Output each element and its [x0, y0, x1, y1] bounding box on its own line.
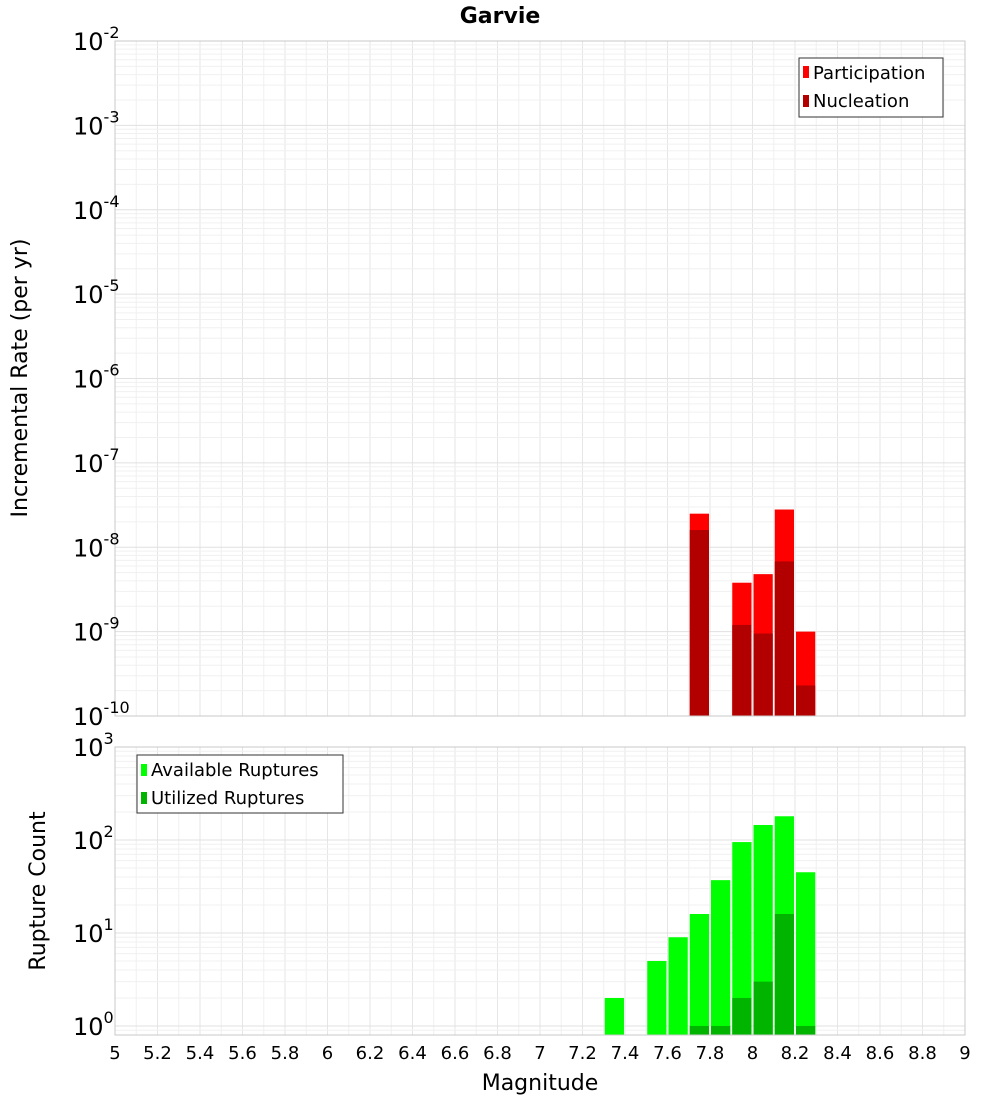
x-tick-label-6-4: 6.4 — [398, 1043, 427, 1064]
x-tick-label-7-6: 7.6 — [653, 1043, 682, 1064]
x-tick-label-8-8: 8.8 — [908, 1043, 937, 1064]
bottom-panel-count: 103 102 101 100 Rupture Count Available Rup… — [26, 729, 971, 1096]
y-tick-label-rate-2: 10-2 — [73, 23, 120, 56]
bar-utilized-ruptures-8-25 — [796, 1025, 816, 1035]
x-tick-label-7: 7 — [534, 1043, 545, 1064]
bar-nucleation-7-95 — [732, 624, 752, 716]
y-tick-label-rate-6: 10-6 — [73, 361, 120, 394]
x-tick-label-8-4: 8.4 — [823, 1043, 852, 1064]
x-tick-label-7-8: 7.8 — [696, 1043, 725, 1064]
y-tick-label-count-1: 101 — [73, 915, 114, 948]
bar-nucleation-8-05 — [753, 633, 773, 716]
x-tick-label-6-8: 6.8 — [483, 1043, 512, 1064]
x-tick-label-5-2: 5.2 — [143, 1043, 172, 1064]
y-tick-label-rate-5: 10-5 — [73, 276, 120, 309]
bottom-legend: Available Ruptures Utilized Ruptures — [136, 754, 344, 814]
bar-available-ruptures-7-65 — [668, 937, 688, 1035]
y-tick-label-count-2: 102 — [73, 822, 114, 855]
legend-swatch-available — [141, 764, 147, 776]
y-tick-label-rate-3: 10-3 — [73, 107, 120, 140]
bar-available-ruptures-7-35 — [604, 997, 624, 1035]
top-y-axis-label: Incremental Rate (per yr) — [8, 239, 33, 518]
x-tick-label-5: 5 — [109, 1043, 120, 1064]
y-tick-label-rate-7: 10-7 — [73, 445, 120, 478]
bar-utilized-ruptures-8-15 — [774, 914, 794, 1035]
bar-utilized-ruptures-7-75 — [689, 1025, 709, 1035]
bottom-legend-box — [136, 754, 344, 814]
chart-title: Garvie — [460, 4, 541, 29]
bar-nucleation-7-75 — [689, 530, 709, 716]
x-tick-label-8-2: 8.2 — [781, 1043, 810, 1064]
y-tick-label-count-3: 103 — [73, 729, 114, 762]
legend-swatch-participation — [803, 66, 809, 78]
bottom-plot-frame — [114, 746, 966, 1036]
x-tick-labels: 5 5.2 5.4 5.6 5.8 6 6.2 6.4 6.6 6.8 7 7.2 7.4 7.6 7.8 8… — [109, 1043, 970, 1064]
bar-available-ruptures-8-25 — [796, 872, 816, 1035]
bottom-y-tick-labels: 103 102 101 100 — [73, 729, 114, 1041]
top-bars — [689, 509, 816, 716]
x-tick-label-6: 6 — [322, 1043, 333, 1064]
x-tick-label-8: 8 — [747, 1043, 758, 1064]
top-plot-frame — [114, 40, 966, 717]
x-tick-label-9: 9 — [959, 1043, 970, 1064]
bar-utilized-ruptures-7-85 — [711, 1025, 731, 1035]
bar-available-ruptures-7-75 — [689, 914, 709, 1035]
bar-available-ruptures-7-95 — [732, 842, 752, 1035]
x-axis-label: Magnitude — [482, 1071, 599, 1096]
y-tick-label-rate-8: 10-8 — [73, 529, 120, 562]
y-tick-label-rate-10: 10-10 — [73, 698, 130, 731]
x-tick-label-5-6: 5.6 — [228, 1043, 257, 1064]
y-tick-label-rate-4: 10-4 — [73, 192, 120, 225]
bottom-y-axis-label: Rupture Count — [26, 811, 51, 971]
bar-nucleation-8-15 — [774, 561, 794, 716]
top-y-tick-labels: 10-2 10-3 10-4 10-5 10-6 10-7 10-8 10-9 10-10 — [73, 23, 130, 731]
bar-available-ruptures-7-85 — [711, 880, 731, 1035]
bar-utilized-ruptures-8-05 — [753, 981, 773, 1035]
top-legend: Participation Nucleation — [798, 57, 944, 118]
x-tick-label-6-2: 6.2 — [356, 1043, 385, 1064]
x-tick-label-5-8: 5.8 — [271, 1043, 300, 1064]
y-tick-label-rate-9: 10-9 — [73, 614, 120, 647]
legend-label-utilized: Utilized Ruptures — [151, 788, 304, 809]
x-tick-label-7-4: 7.4 — [611, 1043, 640, 1064]
bar-nucleation-8-25 — [796, 685, 816, 716]
legend-swatch-utilized — [141, 792, 147, 804]
bottom-bars — [604, 816, 816, 1035]
top-grid — [114, 40, 966, 717]
top-panel-rate: 10-2 10-3 10-4 10-5 10-6 10-7 10-8 10-9 10-10 In… — [8, 23, 966, 731]
legend-label-available: Available Ruptures — [151, 760, 319, 781]
bar-available-ruptures-7-55 — [647, 960, 667, 1035]
legend-swatch-nucleation — [803, 95, 809, 107]
x-tick-label-7-2: 7.2 — [568, 1043, 597, 1064]
bottom-grid — [114, 746, 966, 1036]
top-legend-box — [798, 57, 944, 118]
legend-label-participation: Participation — [813, 63, 925, 84]
x-tick-label-5-4: 5.4 — [186, 1043, 215, 1064]
x-tick-label-6-6: 6.6 — [441, 1043, 470, 1064]
bar-utilized-ruptures-7-95 — [732, 997, 752, 1035]
x-tick-label-8-6: 8.6 — [866, 1043, 895, 1064]
y-tick-label-count-0: 100 — [73, 1008, 114, 1041]
legend-label-nucleation: Nucleation — [813, 91, 909, 112]
